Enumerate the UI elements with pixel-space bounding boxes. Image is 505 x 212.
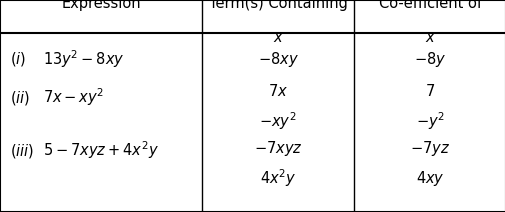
- Text: Co-efficient of: Co-efficient of: [378, 0, 481, 11]
- Text: $-xy^2$: $-xy^2$: [259, 110, 296, 132]
- Text: $7$: $7$: [424, 83, 434, 99]
- Text: $4xy$: $4xy$: [415, 169, 443, 188]
- Text: $x$: $x$: [272, 30, 283, 45]
- Text: $-7yz$: $-7yz$: [409, 139, 449, 158]
- Text: $(ii)$: $(ii)$: [10, 89, 30, 106]
- Text: $-8y$: $-8y$: [413, 50, 445, 69]
- Text: $-8xy$: $-8xy$: [257, 50, 298, 69]
- Text: $4x^2y$: $4x^2y$: [260, 167, 296, 189]
- Text: $-7xyz$: $-7xyz$: [254, 139, 302, 158]
- Text: $13y^2 - 8xy$: $13y^2 - 8xy$: [43, 49, 124, 70]
- Text: $x$: $x$: [424, 30, 435, 45]
- Text: $5 - 7xyz + 4x^2y$: $5 - 7xyz + 4x^2y$: [43, 140, 159, 161]
- Text: $7x$: $7x$: [268, 83, 288, 99]
- Text: $(i)$: $(i)$: [10, 50, 26, 68]
- Text: Expression: Expression: [61, 0, 141, 11]
- Text: $(iii)$: $(iii)$: [10, 142, 34, 159]
- Text: $7x - xy^2$: $7x - xy^2$: [43, 87, 104, 108]
- Text: $-y^2$: $-y^2$: [415, 110, 444, 132]
- Text: Term(s) Containing: Term(s) Containing: [209, 0, 347, 11]
